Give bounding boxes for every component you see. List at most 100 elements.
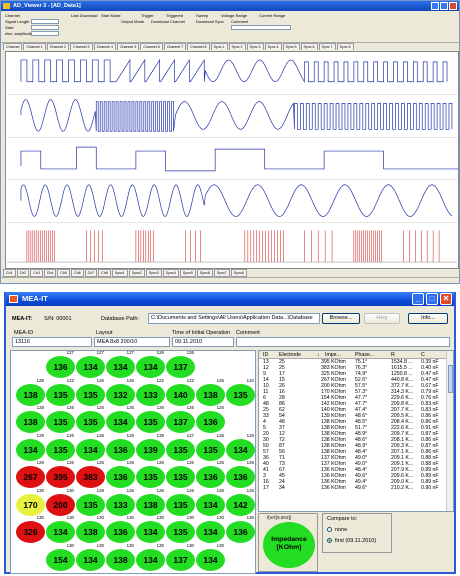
- table-row[interactable]: 40 73 137 KOhm 49.0° 209.1 K... 0.88 nF: [259, 461, 453, 467]
- tab-sync-6[interactable]: Sync 6: [300, 43, 318, 50]
- comment-field[interactable]: [231, 25, 291, 30]
- electrode-61[interactable]: 126 137: [166, 350, 195, 378]
- electrode-22[interactable]: 122 135: [46, 378, 75, 406]
- start-field[interactable]: [31, 25, 59, 30]
- table-row[interactable]: 30 72 138 KOhm 48.6° 208.1 K... 0.86 nF: [259, 437, 453, 443]
- electrode-77[interactable]: 130 134: [196, 515, 225, 543]
- electrode-87[interactable]: 130 136: [226, 515, 255, 543]
- electrode-64[interactable]: 127 135: [166, 433, 195, 461]
- table-row[interactable]: 12 25 383 KOhm 76.3° 1615.5 ... 0.40 nF: [259, 365, 453, 371]
- help-button[interactable]: Help: [364, 313, 400, 324]
- electrode-35[interactable]: 126 383: [76, 460, 105, 488]
- electrode-45[interactable]: 126 136: [106, 460, 135, 488]
- electrode-42[interactable]: 126 132: [106, 378, 135, 406]
- electrode-17[interactable]: 130 326: [16, 515, 45, 543]
- tab-sync-3[interactable]: Sync 3: [246, 43, 264, 50]
- toggle-sync1[interactable]: Sync1: [111, 269, 128, 277]
- electrode-44[interactable]: 126 136: [106, 433, 135, 461]
- table-row[interactable]: 16 24 136 KOhm 49.4° 209.0 K... 0.89 nF: [259, 479, 453, 485]
- electrode-68[interactable]: 130 137: [166, 543, 195, 571]
- electrode-58[interactable]: 130 134: [136, 543, 165, 571]
- table-row[interactable]: 14 15 267 KOhm 52.6° 440.8 K... 0.47 nF: [259, 377, 453, 383]
- tab-channel-2[interactable]: Channel 2: [46, 43, 70, 50]
- electrode-73[interactable]: 126 136: [196, 405, 225, 433]
- electrode-16[interactable]: 130 170: [16, 488, 45, 516]
- table-row[interactable]: 10 26 200 KOhm 57.5° 372.7 K... 0.67 nF: [259, 383, 453, 389]
- list-scrollbar[interactable]: [446, 351, 453, 511]
- radio-first-icon[interactable]: [327, 538, 332, 544]
- table-row[interactable]: 57 56 138 KOhm 48.4° 207.1 K... 0.86 nF: [259, 449, 453, 455]
- impedance-list[interactable]: ID Electrode ↓ Impe... Phase... R C 13 25…: [258, 350, 454, 512]
- close-button[interactable]: [449, 2, 457, 10]
- electrode-14[interactable]: 129 134: [16, 433, 45, 461]
- table-row[interactable]: 9 17 325 KOhm 74.9° 1250.8 ... 0.47 nF: [259, 371, 453, 377]
- electrode-41[interactable]: 127 134: [106, 350, 135, 378]
- tab-channel-5[interactable]: Channel 5: [116, 43, 140, 50]
- table-row[interactable]: 4 48 138 KOhm 48.5° 208.4 K... 0.86 nF: [259, 419, 453, 425]
- electrode-28[interactable]: 130 154: [46, 543, 75, 571]
- toggle-ch8[interactable]: Ch8: [98, 269, 111, 277]
- mea-id-field[interactable]: 13116: [12, 337, 92, 347]
- electrode-37[interactable]: 130 138: [76, 515, 105, 543]
- toggle-sync6[interactable]: Sync6: [196, 269, 213, 277]
- electrode-15[interactable]: 129 267: [16, 460, 45, 488]
- table-row[interactable]: 25 62 140 KOhm 47.4° 207.7 K... 0.83 nF: [259, 407, 453, 413]
- toggle-ch2[interactable]: Ch2: [16, 269, 30, 277]
- table-row[interactable]: 33 54 139 KOhm 48.6° 209.5 K... 0.86 nF: [259, 413, 453, 419]
- electrode-57[interactable]: 130 134: [136, 515, 165, 543]
- tab-channel[interactable]: Channel: [3, 43, 23, 50]
- table-row[interactable]: 41 67 136 KOhm 48.4° 207.9 K... 0.89 nF: [259, 467, 453, 473]
- col-electrode[interactable]: Electrode: [279, 352, 301, 358]
- db-path-field[interactable]: C:\Documents and Settings\All Users\Appl…: [148, 313, 320, 324]
- electrode-84[interactable]: 126 134: [226, 433, 255, 461]
- tab-channel-7[interactable]: Channel 7: [163, 43, 187, 50]
- electrode-36[interactable]: 128 135: [76, 488, 105, 516]
- amplitude-field[interactable]: [31, 31, 59, 36]
- table-row[interactable]: 50 87 138 KOhm 48.9° 209.3 K... 0.87 nF: [259, 443, 453, 449]
- toggle-ch4[interactable]: Ch4: [43, 269, 57, 277]
- electrode-62[interactable]: 122 140: [166, 378, 195, 406]
- electrode-63[interactable]: 126 137: [166, 405, 195, 433]
- tab-sync-2[interactable]: Sync 2: [228, 43, 246, 50]
- electrode-51[interactable]: 126 134: [136, 350, 165, 378]
- electrode-65[interactable]: 126 135: [166, 460, 195, 488]
- signal-field[interactable]: [31, 19, 59, 24]
- tab-sync-8[interactable]: Sync 8: [336, 43, 354, 50]
- electrode-56[interactable]: 126 138: [136, 488, 165, 516]
- toggle-ch7[interactable]: Ch7: [84, 269, 98, 277]
- table-row[interactable]: 17 34 136 KOhm 49.6° 210.2 K... 0.90 nF: [259, 485, 453, 491]
- table-row[interactable]: 6 28 154 KOhm 47.7° 229.6 K... 0.76 nF: [259, 395, 453, 401]
- tab-channel-8[interactable]: Channel 8: [187, 43, 210, 50]
- browse-button[interactable]: Browse...: [322, 313, 360, 324]
- electrode-82[interactable]: 122 135: [226, 378, 255, 406]
- compare-first-radio[interactable]: first (09.11.2010): [327, 538, 376, 544]
- electrode-72[interactable]: 126 138: [196, 378, 225, 406]
- electrode-67[interactable]: 130 135: [166, 515, 195, 543]
- electrode-85[interactable]: 126 136: [226, 460, 255, 488]
- mea-minimize-button[interactable]: _: [412, 293, 424, 305]
- tab-channel-6[interactable]: Channel 6: [140, 43, 163, 50]
- mea-maximize-button[interactable]: □: [426, 293, 438, 305]
- tab-channel-1[interactable]: Channel 1: [23, 43, 46, 50]
- toggle-ch6[interactable]: Ch6: [70, 269, 84, 277]
- col-id[interactable]: ID: [263, 352, 269, 358]
- electrode-21[interactable]: 127 136: [46, 350, 75, 378]
- electrode-48[interactable]: 130 138: [106, 543, 135, 571]
- toggle-sync7[interactable]: Sync7: [213, 269, 230, 277]
- electrode-13[interactable]: 128 138: [16, 405, 45, 433]
- electrode-34[interactable]: 126 134: [76, 433, 105, 461]
- electrode-24[interactable]: 126 135: [46, 433, 75, 461]
- maximize-button[interactable]: [440, 2, 448, 10]
- electrode-76[interactable]: 126 134: [196, 488, 225, 516]
- toggle-sync5[interactable]: Sync5: [179, 269, 196, 277]
- toggle-sync8[interactable]: Sync8: [230, 269, 247, 277]
- table-row[interactable]: 5 37 138 KOhm 51.7° 222.6 K... 0.91 nF: [259, 425, 453, 431]
- table-row[interactable]: 13 25 395 KOhm 75.1° 1534.8 ... 0.39 nF: [259, 359, 453, 365]
- electrode-46[interactable]: 126 133: [106, 488, 135, 516]
- electrode-43[interactable]: 126 134: [106, 405, 135, 433]
- electrode-52[interactable]: 122 133: [136, 378, 165, 406]
- electrode-47[interactable]: 130 136: [106, 515, 135, 543]
- waveform-plot[interactable]: [5, 51, 459, 269]
- sort-arrow-icon[interactable]: ↓: [317, 352, 320, 358]
- toggle-ch3[interactable]: Ch3: [30, 269, 43, 277]
